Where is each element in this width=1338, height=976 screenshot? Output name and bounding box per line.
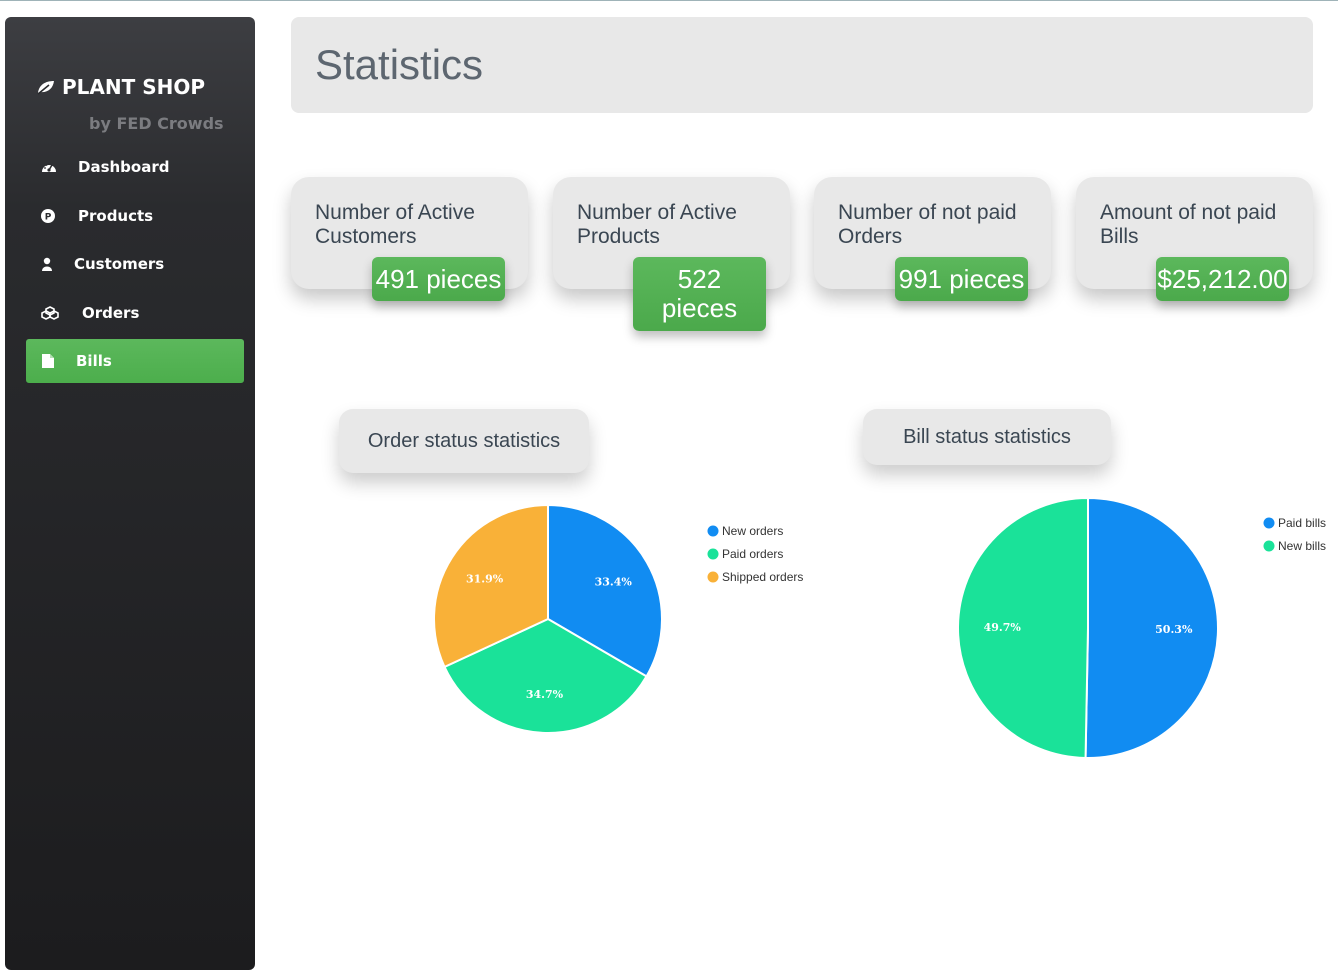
bill-status-legend: Paid bills New bills [1263, 516, 1326, 553]
svg-text:P: P [45, 213, 52, 223]
legend-item[interactable]: Paid bills [1278, 516, 1326, 530]
pie-slice-shipped-orders[interactable] [433, 503, 549, 669]
dashboard-icon [42, 163, 56, 172]
order-status-legend: New orders Paid orders Shipped orders [707, 524, 803, 584]
legend-item[interactable]: New orders [722, 524, 783, 538]
stat-value-badge: 991 pieces [895, 257, 1028, 301]
legend-marker [1263, 517, 1275, 529]
file-icon [42, 354, 54, 368]
sidebar-item-products[interactable]: P Products [26, 194, 244, 238]
sidebar-item-customers[interactable]: Customers [26, 242, 244, 286]
pie-slice-paid-orders[interactable] [443, 617, 648, 734]
stat-card-title: Number of not paid Orders [838, 201, 1017, 248]
brand[interactable]: PLANT SHOP [36, 75, 205, 99]
stat-card-title: Number of Active Products [577, 201, 737, 248]
order-chart-title: Order status statistics [339, 409, 589, 473]
bill-chart-title: Bill status statistics [863, 409, 1111, 465]
stat-value-badge: 491 pieces [372, 257, 505, 301]
user-icon [42, 257, 52, 271]
stat-card-title: Number of Active Customers [315, 201, 475, 248]
legend-item[interactable]: Paid orders [722, 547, 783, 561]
legend-item[interactable]: New bills [1278, 539, 1326, 553]
stat-value-badge: 522 pieces [633, 257, 766, 331]
pie-data-label: 31.9% [466, 572, 504, 585]
sidebar-item-label: Bills [76, 352, 112, 370]
stat-value-badge: $25,212.00 [1156, 257, 1289, 301]
order-status-pie: 33.4% 34.7% 31.9% [433, 503, 663, 734]
pie-slice-paid-bills[interactable] [1084, 496, 1219, 759]
legend-marker [707, 548, 719, 560]
sidebar-item-dashboard[interactable]: Dashboard [26, 145, 244, 189]
legend-marker [1263, 540, 1275, 552]
pie-data-label: 33.4% [595, 576, 633, 589]
bill-status-pie: 50.3% 49.7% [957, 496, 1219, 759]
pie-slice-new-bills[interactable] [957, 496, 1089, 759]
page-title: Statistics [315, 41, 484, 88]
sidebar-item-label: Dashboard [78, 158, 170, 176]
pie-data-label: 49.7% [984, 621, 1022, 634]
pie-data-label: 34.7% [526, 688, 564, 701]
legend-marker [707, 525, 719, 537]
cubes-icon [41, 306, 59, 320]
legend-item[interactable]: Shipped orders [722, 570, 803, 584]
brand-subtitle: by FED Crowds [89, 114, 224, 133]
top-border [0, 0, 1338, 1]
stat-card-title: Amount of not paid Bills [1100, 201, 1277, 248]
sidebar-item-label: Products [78, 207, 154, 225]
sidebar: PLANT SHOP by FED Crowds Dashboard P Pro… [5, 17, 255, 970]
sidebar-item-label: Customers [74, 255, 165, 273]
sidebar-item-bills[interactable]: Bills [26, 339, 244, 383]
page-header: Statistics [291, 17, 1313, 113]
sidebar-item-label: Orders [82, 304, 140, 322]
pie-data-label: 50.3% [1155, 623, 1193, 636]
pie-slice-new-orders[interactable] [547, 503, 663, 678]
sidebar-item-orders[interactable]: Orders [26, 291, 244, 335]
brand-name: PLANT SHOP [62, 75, 206, 99]
legend-marker [707, 571, 719, 583]
leaf-icon [37, 81, 54, 95]
product-icon: P [41, 209, 55, 223]
